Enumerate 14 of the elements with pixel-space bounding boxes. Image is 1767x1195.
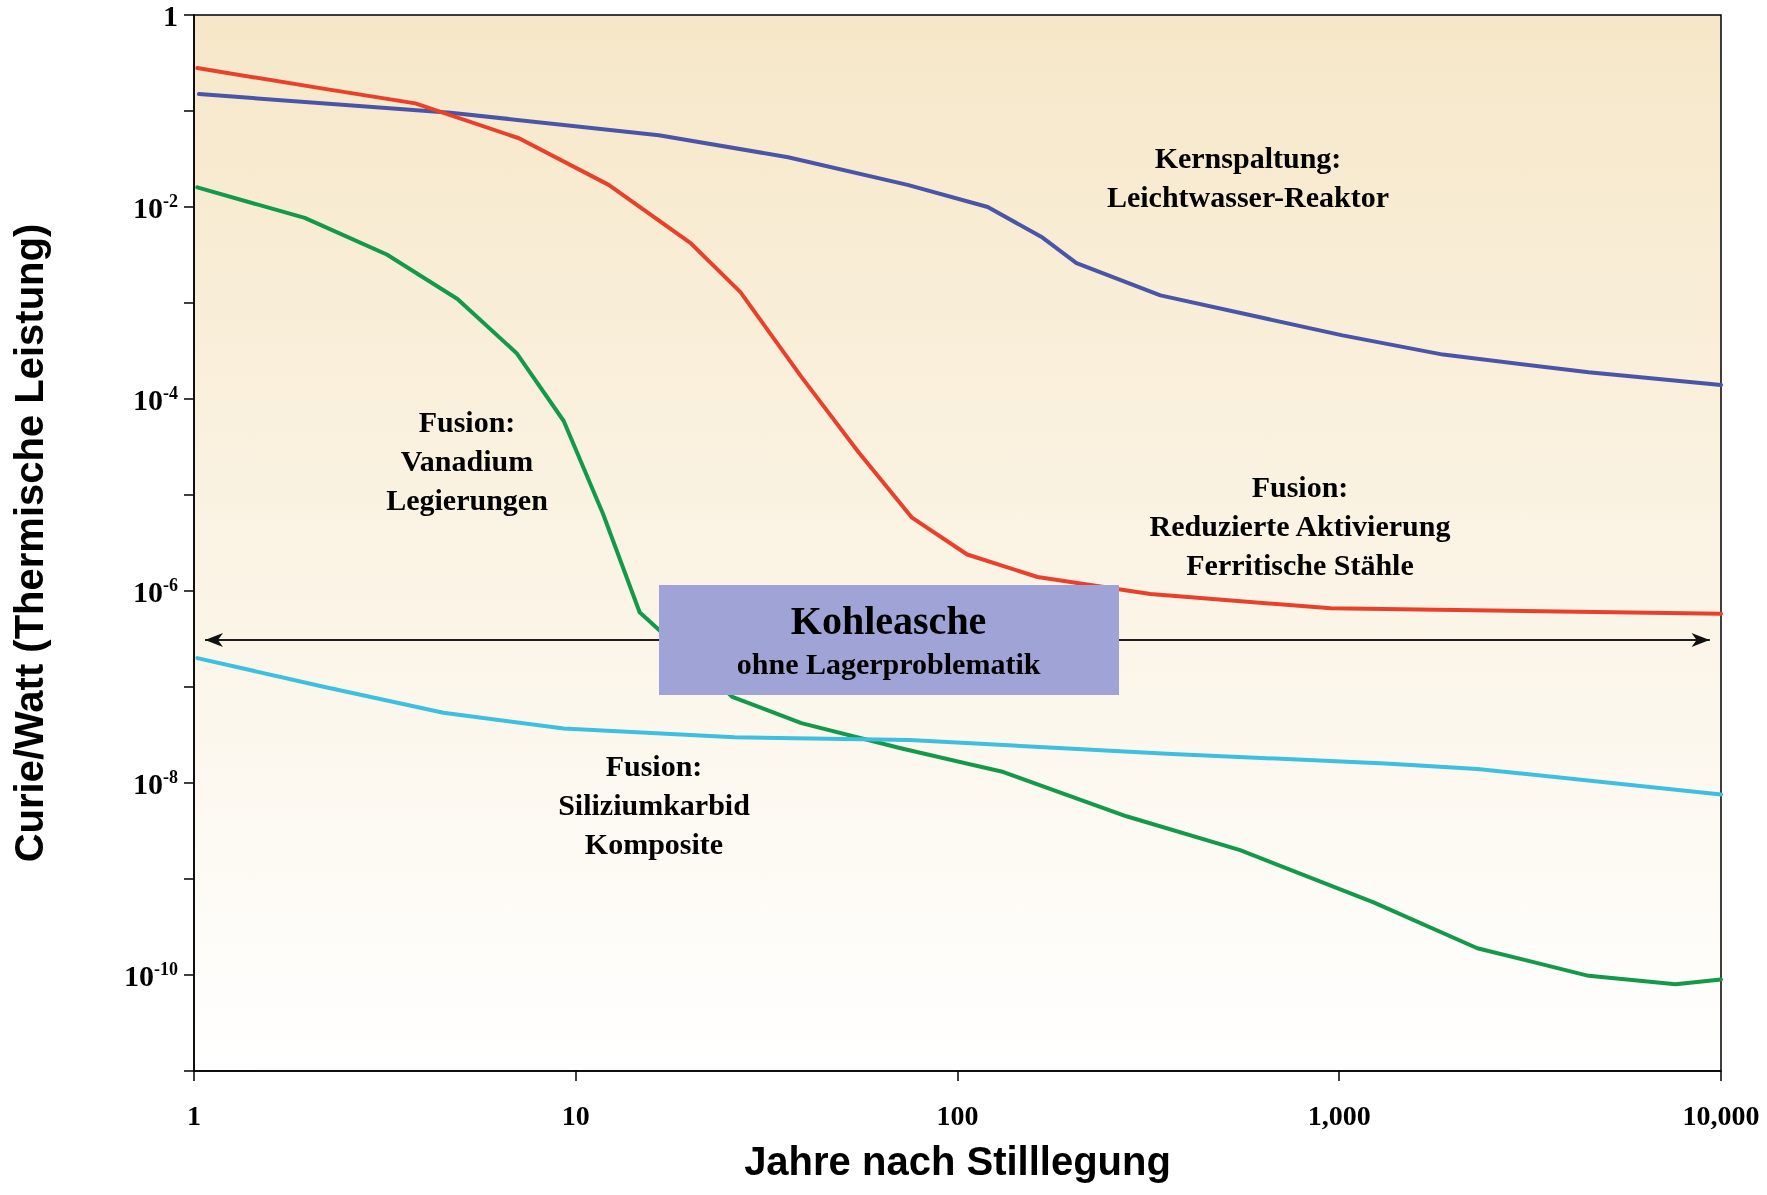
series-label: Kernspaltung: Leichtwasser-Reaktor [1106,141,1390,213]
x-tick-label: 1 [187,1099,201,1131]
x-tick-label: 10,000 [1682,1099,1760,1131]
x-axis-title: Jahre nach Stilllegung [744,1139,1171,1183]
series-label: Fusion: Vanadium Legierungen [386,404,549,516]
x-tick-label: 100 [936,1099,979,1131]
x-tick-label: 1,000 [1307,1099,1371,1131]
series-label: Fusion: Siliziumkarbid Komposite [558,748,751,860]
y-axis-title: Curie/Watt (Thermische Leistung) [7,223,51,863]
text-box: Kohleasche ohne Lagerproblematik [658,584,1119,695]
annotation: Kohleasche ohne Lagerproblematik [736,596,1041,682]
y-tick-label: 1 [163,0,178,32]
x-tick-label: 10 [561,1099,590,1131]
series-label: Fusion: Reduzierte Aktivierung Ferritische Stähle [1149,469,1451,581]
